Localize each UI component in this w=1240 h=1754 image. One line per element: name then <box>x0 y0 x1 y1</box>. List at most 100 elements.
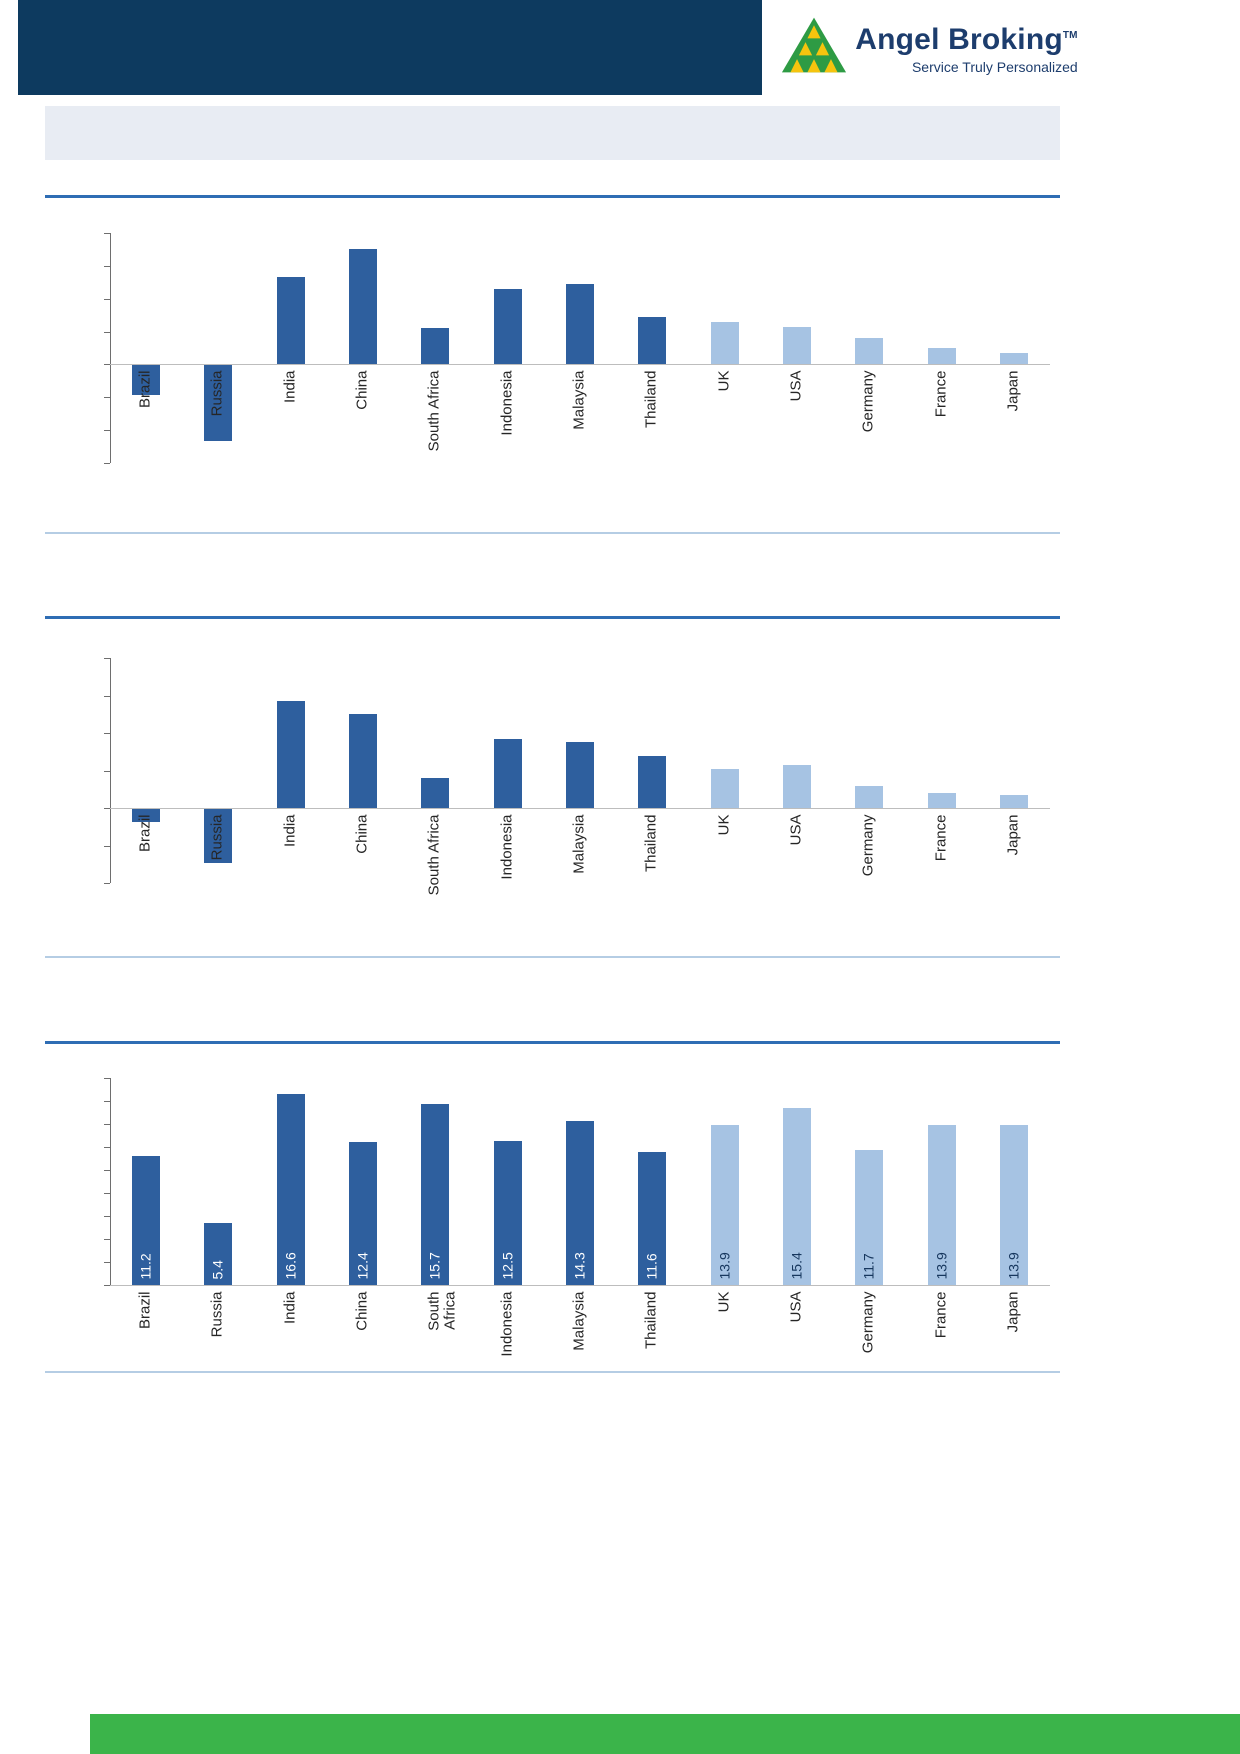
x-category-label: Malaysia <box>570 1291 588 1351</box>
header-navy-band <box>18 0 762 95</box>
x-category-label: Thailand <box>642 1291 660 1349</box>
brand-tagline: Service Truly Personalized <box>911 59 1078 75</box>
y-axis-tick <box>104 430 110 432</box>
bar <box>276 277 305 365</box>
brand-name: Angel BrokingTM <box>855 23 1078 56</box>
bar <box>566 283 594 365</box>
bar <box>855 785 884 808</box>
section-3-rule <box>45 1041 1060 1044</box>
bar-value-label: 13.9 <box>933 1251 950 1279</box>
x-category-label: USA <box>787 370 805 402</box>
bar <box>999 1125 1028 1285</box>
y-axis <box>110 1078 111 1285</box>
section-1-rule <box>45 195 1060 198</box>
y-axis-tick <box>104 1193 110 1194</box>
x-category-label: Thailand <box>642 814 660 872</box>
bar <box>493 738 522 808</box>
bar-value-label: 13.9 <box>1005 1251 1022 1279</box>
bar-value-label: 5.4 <box>209 1259 226 1279</box>
bar <box>927 348 956 365</box>
bar <box>999 794 1028 808</box>
bar <box>493 1141 522 1285</box>
x-category-label: Russia <box>208 370 226 417</box>
bar <box>349 249 378 365</box>
bar-value-label: 11.2 <box>137 1252 154 1279</box>
bar-value-label: 12.5 <box>499 1251 516 1279</box>
y-axis <box>110 233 111 463</box>
x-category-label: France <box>932 1291 950 1338</box>
bar <box>566 742 594 808</box>
bar <box>927 793 956 808</box>
bar <box>999 352 1028 365</box>
y-axis-tick <box>104 1101 110 1102</box>
bar <box>421 778 450 808</box>
bar-value-label: 13.9 <box>716 1251 733 1279</box>
bar-chart-1: Brazil Russia India China South Africa Indone… <box>104 233 1050 464</box>
bar-value-label: 15.7 <box>426 1251 443 1279</box>
bar <box>855 1150 884 1285</box>
x-axis <box>110 1285 1050 1286</box>
section-1-divider <box>45 532 1060 534</box>
bar <box>638 1151 667 1285</box>
x-category-label: Germany <box>859 814 877 876</box>
y-axis-tick <box>104 233 110 234</box>
header-bar: Angel BrokingTM Service Truly Personaliz… <box>18 0 1097 95</box>
bar <box>710 321 739 365</box>
y-axis-tick <box>104 1124 110 1125</box>
x-category-label: China <box>353 1291 371 1331</box>
angel-broking-pyramid-icon <box>781 16 847 79</box>
x-category-label: France <box>932 370 950 418</box>
bar-chart-3: Brazil 11.2 Russia 5.4 India 16.6 China 12.4 Sou… <box>104 1078 1050 1356</box>
bar <box>132 365 161 395</box>
y-axis-tick <box>104 1216 110 1217</box>
bar <box>132 809 161 823</box>
x-category-label: UK <box>715 370 733 392</box>
x-category-label: China <box>353 370 371 410</box>
bar <box>204 809 233 864</box>
y-axis-tick <box>104 1147 110 1148</box>
bar <box>276 1094 305 1285</box>
y-axis-tick <box>104 733 110 734</box>
x-category-label: India <box>281 814 299 847</box>
bar <box>349 1142 378 1285</box>
x-category-label: USA <box>787 1291 805 1322</box>
bar <box>710 768 739 808</box>
section-3-divider <box>45 1371 1060 1373</box>
y-axis-tick <box>104 331 110 333</box>
bar <box>855 338 884 365</box>
x-category-label: South Africa <box>425 814 443 895</box>
footer-bar <box>90 1714 1240 1754</box>
bar <box>276 701 305 808</box>
bar-value-label: 12.4 <box>354 1251 371 1279</box>
section-2-divider <box>45 956 1060 958</box>
title-banner <box>45 106 1060 160</box>
y-axis-tick <box>104 265 110 267</box>
section-2-rule <box>45 616 1060 619</box>
x-category-label: UK <box>715 1291 733 1312</box>
y-axis-tick <box>104 658 110 659</box>
bar <box>421 328 450 365</box>
x-category-label: Germany <box>859 370 877 433</box>
bar <box>421 1104 450 1285</box>
y-axis-tick <box>104 1239 110 1240</box>
x-category-label: Malaysia <box>570 370 588 430</box>
bar <box>493 288 522 365</box>
x-category-label: China <box>353 814 371 854</box>
y-axis-tick <box>104 1078 110 1079</box>
bar-value-label: 11.7 <box>860 1252 877 1279</box>
y-axis-tick <box>104 770 110 772</box>
bar-value-label: 15.4 <box>788 1251 805 1279</box>
bar-value-label: 11.6 <box>643 1252 660 1279</box>
bar <box>566 1120 594 1285</box>
trademark-symbol: TM <box>1062 30 1078 41</box>
y-axis-tick <box>104 1170 110 1171</box>
bar-value-label: 16.6 <box>282 1251 299 1279</box>
bar <box>782 326 811 365</box>
x-category-label: India <box>281 370 299 403</box>
x-axis <box>110 364 1050 366</box>
bar-value-label: 14.3 <box>571 1251 588 1279</box>
y-axis-tick <box>104 298 110 300</box>
y-axis-tick <box>104 397 110 399</box>
x-category-label: USA <box>787 814 805 845</box>
bar <box>638 316 667 365</box>
